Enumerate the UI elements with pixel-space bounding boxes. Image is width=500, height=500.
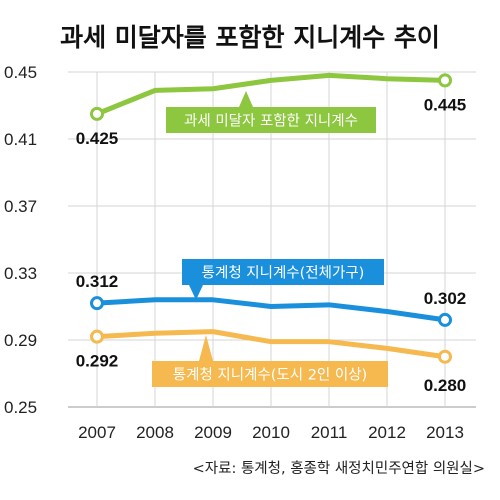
data-label: 0.445 [424,95,467,114]
data-label: 0.425 [76,129,119,148]
data-label: 0.312 [76,272,119,291]
x-tick-label: 2012 [368,423,406,442]
callout-box [182,259,384,285]
x-tick-label: 2010 [252,423,290,442]
x-axis: 2007 2008 2009 2010 2011 2012 2013 [78,423,464,442]
data-point-marker [438,312,452,327]
callout-pointer [239,91,253,107]
series-name-label: 통계청 지니계수(도시 2인 이상) [173,367,367,384]
series-callout: 통계청 지니계수(도시 2인 이상) [152,335,388,387]
callout-pointer [199,335,213,361]
data-point-marker [90,106,104,121]
data-label: 0.280 [424,376,467,395]
y-tick-label: 0.45 [4,63,37,82]
data-point-marker [438,349,452,364]
data-point-marker [90,329,104,344]
x-tick-label: 2011 [311,423,348,442]
callout-box [152,361,388,387]
y-tick-label: 0.37 [4,197,37,216]
series-layer [90,72,452,364]
callout-box [166,107,376,133]
x-tick-label: 2009 [194,423,232,442]
label-layer: 0.425 0.445 0.312 0.302 0.292 0.280 과세 미달자 포함한… [76,91,467,395]
data-label: 0.292 [76,352,119,371]
callout-pointer [189,285,203,300]
series-name-label: 통계청 지니계수(전체가구) [202,265,365,282]
x-tick-label: 2008 [136,423,174,442]
y-tick-label: 0.29 [4,331,37,350]
data-point-marker [90,296,104,311]
series-line [94,297,448,323]
y-tick-label: 0.41 [4,130,37,149]
source-note: <자료: 통계청, 홍종학 새정치민주연합 의원실> [193,460,485,477]
series-line [94,72,448,117]
data-label: 0.302 [424,289,467,308]
series-name-label: 과세 미달자 포함한 지니계수 [184,113,358,130]
y-tick-label: 0.25 [4,398,37,417]
x-tick-label: 2013 [426,423,464,442]
y-axis: 0.45 0.41 0.37 0.33 0.29 0.25 [4,63,37,417]
series-callout: 통계청 지니계수(전체가구) [182,259,384,300]
x-tick-label: 2007 [78,423,116,442]
y-tick-label: 0.33 [4,264,37,283]
chart-title: 과세 미달자를 포함한 지니계수 추이 [60,23,440,52]
series-callout: 과세 미달자 포함한 지니계수 [166,91,376,133]
series-line [94,329,448,360]
data-point-marker [438,73,452,88]
